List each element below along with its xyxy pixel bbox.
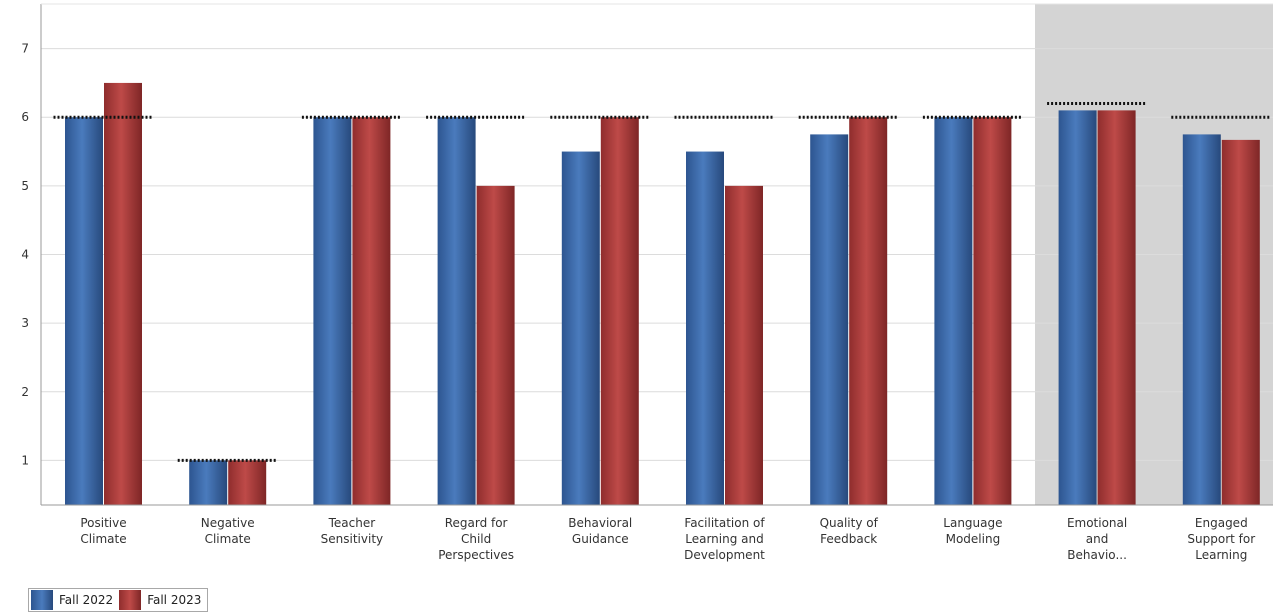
x-category-label: Modeling [946, 532, 1001, 546]
y-tick-label: 5 [21, 179, 29, 193]
bar-fall-2022[interactable] [313, 117, 352, 506]
x-category-label: Language [943, 516, 1002, 530]
x-category-label: Development [684, 548, 765, 562]
bar-fall-2023[interactable] [476, 185, 515, 505]
legend-item-fall-2022[interactable]: Fall 2022 [31, 590, 113, 610]
x-category-label: Learning and [685, 532, 764, 546]
bar-fall-2022[interactable] [810, 134, 849, 505]
bar-fall-2022[interactable] [437, 117, 476, 506]
bar-fall-2022[interactable] [561, 151, 600, 505]
y-tick-label: 7 [21, 42, 29, 56]
y-tick-label: 6 [21, 110, 29, 124]
x-category-label: Climate [80, 532, 126, 546]
x-category-label: Learning [1195, 548, 1247, 562]
x-category-label: Guidance [572, 532, 629, 546]
x-category-label: Regard for [445, 516, 508, 530]
bar-fall-2023[interactable] [973, 117, 1012, 506]
bar-fall-2022[interactable] [1058, 110, 1097, 505]
bar-fall-2023[interactable] [600, 117, 639, 506]
x-category-label: Behavio... [1067, 548, 1127, 562]
x-category-label: Sensitivity [321, 532, 383, 546]
bar-fall-2022[interactable] [65, 117, 103, 506]
x-category-label: Emotional [1067, 516, 1127, 530]
bar-fall-2023[interactable] [352, 117, 391, 506]
bar-fall-2022[interactable] [934, 117, 973, 506]
bar-fall-2023[interactable] [104, 82, 142, 506]
y-tick-label: 4 [21, 248, 29, 262]
bar-fall-2023[interactable] [725, 185, 763, 505]
legend-label: Fall 2022 [59, 593, 114, 607]
bar-fall-2023[interactable] [228, 460, 267, 505]
bar-fall-2022[interactable] [1182, 134, 1221, 505]
x-category-label: Negative [201, 516, 255, 530]
legend-swatch [31, 590, 53, 610]
bar-fall-2022[interactable] [189, 460, 228, 505]
y-tick-label: 1 [21, 453, 29, 467]
x-category-label: Teacher [328, 516, 376, 530]
x-category-label: Facilitation of [684, 516, 765, 530]
bar-fall-2022[interactable] [686, 151, 724, 505]
x-category-label: Climate [205, 532, 251, 546]
x-category-label: and [1086, 532, 1109, 546]
bar-fall-2023[interactable] [849, 117, 888, 506]
x-category-label: Perspectives [438, 548, 514, 562]
y-tick-label: 2 [21, 385, 29, 399]
bar-fall-2023[interactable] [1221, 139, 1260, 505]
x-category-label: Behavioral [568, 516, 632, 530]
legend-item-fall-2023[interactable]: Fall 2023 [119, 590, 201, 610]
legend-swatch [119, 590, 142, 610]
x-category-label: Quality of [820, 516, 879, 530]
bar-fall-2023[interactable] [1097, 110, 1136, 505]
x-category-label: Engaged [1195, 516, 1248, 530]
x-category-label: Feedback [820, 532, 877, 546]
x-category-label: Child [461, 532, 491, 546]
x-category-label: Positive [80, 516, 126, 530]
y-tick-label: 3 [21, 316, 29, 330]
chart-legend: Fall 2022 Fall 2023 [28, 588, 209, 612]
legend-label: Fall 2023 [147, 593, 202, 607]
x-category-label: Support for [1187, 532, 1255, 546]
